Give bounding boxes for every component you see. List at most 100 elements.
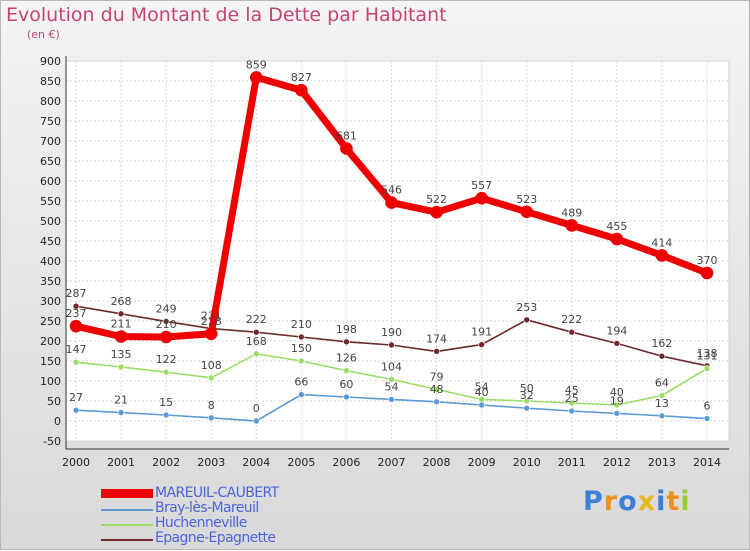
data-label: 237	[66, 307, 87, 320]
data-label: 8	[208, 399, 215, 412]
data-point	[159, 330, 173, 344]
data-label: 191	[471, 326, 492, 339]
data-label: 222	[561, 313, 582, 326]
data-label: 218	[201, 315, 222, 328]
data-label: 45	[565, 384, 579, 397]
data-label: 222	[246, 313, 267, 326]
y-tick-label: -50	[43, 435, 61, 448]
data-point	[655, 249, 669, 262]
logo-letter: t	[666, 486, 681, 517]
data-label: 54	[475, 380, 489, 393]
x-tick-label: 2012	[603, 456, 631, 469]
data-point	[117, 310, 125, 318]
data-point	[658, 352, 666, 360]
data-label: 859	[246, 58, 267, 71]
y-tick-label: 500	[40, 215, 61, 228]
data-point	[207, 414, 215, 422]
data-point	[700, 266, 714, 280]
y-tick-label: 400	[40, 255, 61, 268]
x-tick-label: 2001	[107, 456, 135, 469]
data-point	[388, 341, 395, 349]
y-tick-label: 200	[40, 335, 61, 348]
data-point	[568, 407, 576, 415]
data-label: 108	[201, 359, 222, 372]
logo-letter: i	[656, 486, 667, 517]
y-tick-label: 100	[40, 375, 61, 388]
data-point	[565, 219, 579, 232]
data-point	[72, 358, 80, 366]
y-tick-label: 350	[40, 275, 61, 288]
legend-label: MAREUIL-CAUBERT	[155, 485, 279, 501]
data-label: 174	[426, 332, 447, 345]
x-tick-label: 2006	[332, 456, 360, 469]
data-point	[252, 417, 260, 425]
data-point	[568, 328, 576, 336]
data-label: 48	[430, 383, 444, 396]
y-tick-label: 150	[40, 355, 61, 368]
legend-label: Epagne-Epagnette	[155, 530, 276, 546]
data-label: 79	[430, 370, 444, 383]
data-label: 135	[111, 348, 132, 361]
legend-label: Huchenneville	[155, 515, 247, 531]
data-label: 6	[704, 400, 711, 413]
logo-letter: x	[637, 486, 657, 517]
data-label: 126	[336, 352, 357, 365]
x-tick-label: 2005	[287, 456, 315, 469]
y-tick-label: 700	[40, 135, 61, 148]
data-point	[523, 316, 531, 324]
legend-swatch	[101, 489, 153, 498]
data-point	[343, 367, 350, 374]
y-tick-label: 300	[40, 295, 61, 308]
x-tick-label: 2014	[693, 456, 721, 469]
data-point	[475, 191, 488, 205]
data-label: 455	[606, 220, 627, 233]
data-point	[72, 302, 80, 310]
data-point	[613, 340, 621, 347]
legend-swatch	[101, 524, 153, 526]
data-label: 0	[253, 402, 260, 415]
data-label: 54	[385, 380, 399, 393]
data-point	[162, 318, 170, 325]
data-label: 32	[520, 389, 534, 402]
logo-letter: i	[680, 486, 691, 517]
data-point	[207, 374, 215, 382]
data-point	[613, 401, 621, 409]
data-point	[478, 341, 485, 348]
data-label: 64	[655, 376, 669, 389]
data-label: 21	[114, 394, 128, 407]
data-point	[388, 396, 395, 403]
x-tick-label: 2007	[378, 456, 406, 469]
data-label: 19	[610, 394, 624, 407]
y-tick-label: 850	[40, 75, 61, 88]
data-label: 523	[516, 193, 537, 206]
y-tick-label: 600	[40, 175, 61, 188]
data-label: 827	[291, 71, 312, 84]
x-tick-label: 2010	[513, 456, 541, 469]
data-point	[162, 368, 170, 376]
data-label: 162	[651, 337, 672, 350]
data-label: 147	[66, 343, 87, 356]
data-label: 138	[697, 347, 718, 360]
data-label: 194	[606, 324, 627, 337]
data-label: 681	[336, 130, 357, 143]
logo-letter: o	[618, 486, 638, 517]
x-tick-label: 2004	[242, 456, 270, 469]
data-label: 489	[561, 206, 582, 219]
legend-swatch	[101, 539, 153, 541]
y-tick-label: 900	[40, 55, 61, 68]
plot-area	[65, 60, 730, 442]
data-point	[703, 415, 711, 422]
data-label: 66	[294, 376, 308, 389]
chart-subtitle: (en €)	[27, 28, 60, 41]
data-label: 190	[381, 326, 402, 339]
data-point	[298, 357, 305, 365]
data-label: 210	[291, 318, 312, 331]
data-label: 210	[156, 318, 177, 331]
data-point	[433, 398, 440, 406]
data-point	[520, 205, 534, 219]
data-label: 268	[111, 295, 132, 308]
data-label: 131	[697, 350, 718, 363]
y-tick-label: 750	[40, 115, 61, 128]
data-point	[72, 406, 80, 414]
